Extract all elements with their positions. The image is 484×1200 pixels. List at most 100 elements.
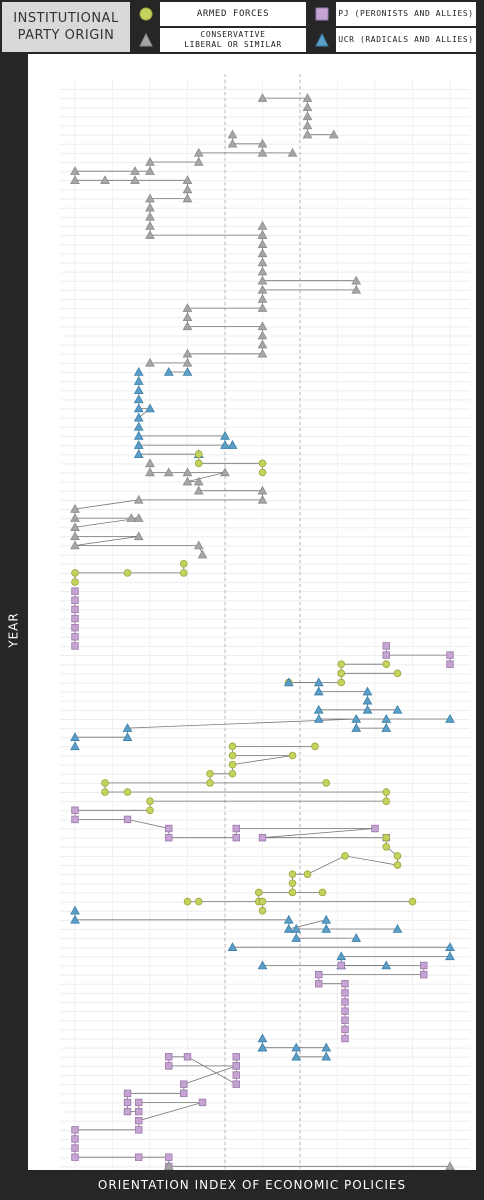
point-conservative <box>182 303 193 312</box>
point-ucr <box>283 923 294 933</box>
point-pj <box>371 824 379 833</box>
point-ucr <box>445 942 455 951</box>
legend-label-armed-forces: ARMED FORCES <box>160 2 306 26</box>
point-conservative <box>70 166 80 175</box>
point-ucr <box>351 723 362 732</box>
series-path-pj <box>74 810 387 839</box>
point-pj <box>71 633 79 641</box>
point-conservative <box>445 1161 455 1171</box>
y-axis-title: YEAR <box>0 600 28 660</box>
point-ucr <box>291 1042 302 1052</box>
point-conservative <box>145 193 155 203</box>
point-conservative <box>70 503 80 513</box>
point-pj <box>446 651 454 659</box>
point-armed <box>393 669 402 678</box>
point-pj <box>71 1126 79 1134</box>
point-conservative <box>70 531 80 541</box>
point-ucr <box>70 732 80 741</box>
point-conservative <box>257 257 268 267</box>
point-ucr <box>145 403 155 413</box>
point-conservative <box>220 467 230 477</box>
point-conservative <box>351 284 362 294</box>
point-armed <box>228 769 237 778</box>
point-conservative <box>145 458 155 468</box>
point-ucr <box>313 704 324 714</box>
point-armed <box>194 897 203 906</box>
point-conservative <box>145 357 155 367</box>
point-armed <box>337 678 346 687</box>
series-path-ucr <box>138 372 233 455</box>
point-pj <box>135 1153 143 1161</box>
point-pj <box>420 970 428 979</box>
point-pj <box>123 815 132 824</box>
point-armed <box>303 870 312 878</box>
legend-pj-square-icon <box>310 2 334 26</box>
point-pj <box>165 1053 173 1061</box>
point-conservative <box>257 303 268 312</box>
point-conservative <box>328 129 339 139</box>
point-ucr <box>392 923 403 933</box>
point-ucr <box>133 421 144 431</box>
point-conservative <box>257 275 268 285</box>
point-conservative <box>182 184 193 194</box>
legend-label-conservative: CONSERVATIVE LIBERAL OR SIMILAR <box>160 28 306 52</box>
series-path-conservative <box>74 463 263 555</box>
point-pj <box>71 623 79 632</box>
point-armed <box>393 861 402 869</box>
point-conservative <box>145 202 155 212</box>
point-pj <box>71 1135 79 1143</box>
point-armed <box>258 906 267 915</box>
point-ucr <box>321 914 332 924</box>
legend-label-conservative-line2: LIBERAL OR SIMILAR <box>184 40 282 49</box>
point-armed <box>337 660 346 668</box>
point-conservative <box>257 339 268 349</box>
point-pj <box>341 989 349 997</box>
point-conservative <box>227 138 238 148</box>
point-armed <box>322 779 331 787</box>
point-ucr <box>381 960 392 970</box>
point-pj <box>315 980 323 988</box>
point-pj <box>183 1053 192 1061</box>
point-ucr <box>133 440 144 449</box>
point-conservative <box>257 348 268 358</box>
point-pj <box>232 1062 240 1070</box>
point-ucr <box>381 723 392 732</box>
point-armed <box>146 806 154 815</box>
point-pj <box>71 587 79 595</box>
point-armed <box>288 751 297 760</box>
point-conservative <box>133 513 144 522</box>
point-ucr <box>133 376 144 385</box>
point-conservative <box>257 485 268 495</box>
point-pj <box>180 1080 188 1088</box>
point-pj <box>258 833 267 842</box>
point-armed <box>123 788 132 796</box>
point-conservative <box>130 175 140 185</box>
point-ucr <box>133 430 144 440</box>
point-armed <box>382 833 391 842</box>
point-pj <box>232 824 240 833</box>
point-armed <box>228 760 237 769</box>
point-ucr <box>227 942 238 951</box>
point-pj <box>446 660 454 668</box>
point-conservative <box>182 476 193 486</box>
point-armed <box>206 769 214 778</box>
point-conservative <box>70 522 80 532</box>
point-pj <box>71 1153 79 1161</box>
point-pj <box>135 1116 143 1125</box>
point-conservative <box>197 549 208 559</box>
point-pj <box>71 815 79 824</box>
point-ucr <box>445 713 455 723</box>
point-armed <box>393 852 402 860</box>
point-pj <box>198 1098 207 1107</box>
point-armed <box>311 742 319 751</box>
point-conservative <box>133 494 144 504</box>
point-conservative <box>70 540 80 550</box>
point-ucr <box>163 367 174 376</box>
legend-label-conservative-line1: CONSERVATIVE <box>200 30 266 39</box>
point-pj <box>232 1080 240 1088</box>
point-armed <box>288 888 297 897</box>
point-ucr <box>182 367 193 376</box>
point-pj <box>71 806 79 814</box>
point-ucr <box>321 1051 332 1061</box>
point-ucr <box>257 1033 268 1043</box>
